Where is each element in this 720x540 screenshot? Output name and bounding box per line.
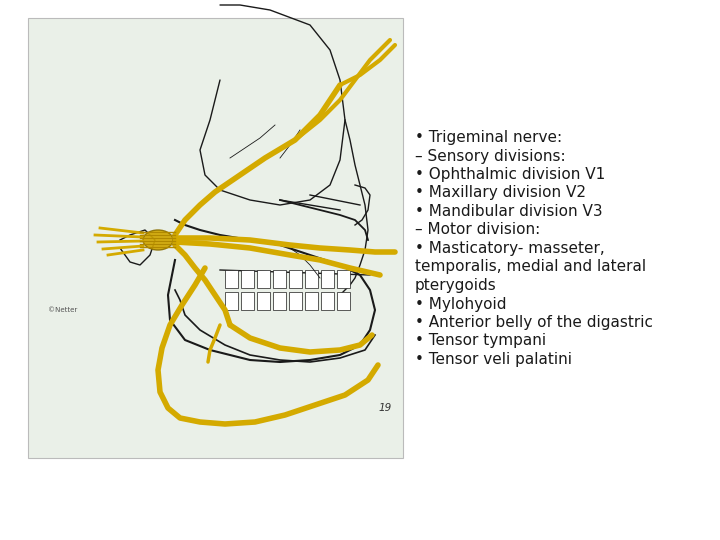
Bar [321,270,334,288]
Bar [241,270,254,288]
Bar [321,292,334,310]
Text: pterygoids: pterygoids [415,278,497,293]
Bar [289,270,302,288]
Bar [225,292,238,310]
Text: • Anterior belly of the digastric: • Anterior belly of the digastric [415,315,653,330]
Text: • Ophthalmic division V1: • Ophthalmic division V1 [415,167,606,182]
Bar [28,18,403,458]
Bar [225,270,238,288]
Text: • Masticatory- masseter,: • Masticatory- masseter, [415,241,605,256]
Text: • Mylohyoid: • Mylohyoid [415,296,506,312]
Bar [289,292,302,310]
Bar [257,270,270,288]
Bar [337,292,350,310]
Bar [257,292,270,310]
Ellipse shape [143,230,173,250]
Text: 19: 19 [379,403,392,413]
Text: • Tensor veli palatini: • Tensor veli palatini [415,352,572,367]
Text: – Motor division:: – Motor division: [415,222,540,238]
Bar [337,270,350,288]
Bar [305,270,318,288]
Bar [305,292,318,310]
Text: • Maxillary division V2: • Maxillary division V2 [415,186,586,200]
Text: – Sensory divisions:: – Sensory divisions: [415,148,566,164]
Text: • Trigeminal nerve:: • Trigeminal nerve: [415,130,562,145]
Bar [241,292,254,310]
Bar [273,270,286,288]
Bar [273,292,286,310]
Text: temporalis, medial and lateral: temporalis, medial and lateral [415,260,646,274]
Text: ©Netter: ©Netter [48,307,77,313]
Text: • Mandibular division V3: • Mandibular division V3 [415,204,603,219]
Text: • Tensor tympani: • Tensor tympani [415,334,546,348]
